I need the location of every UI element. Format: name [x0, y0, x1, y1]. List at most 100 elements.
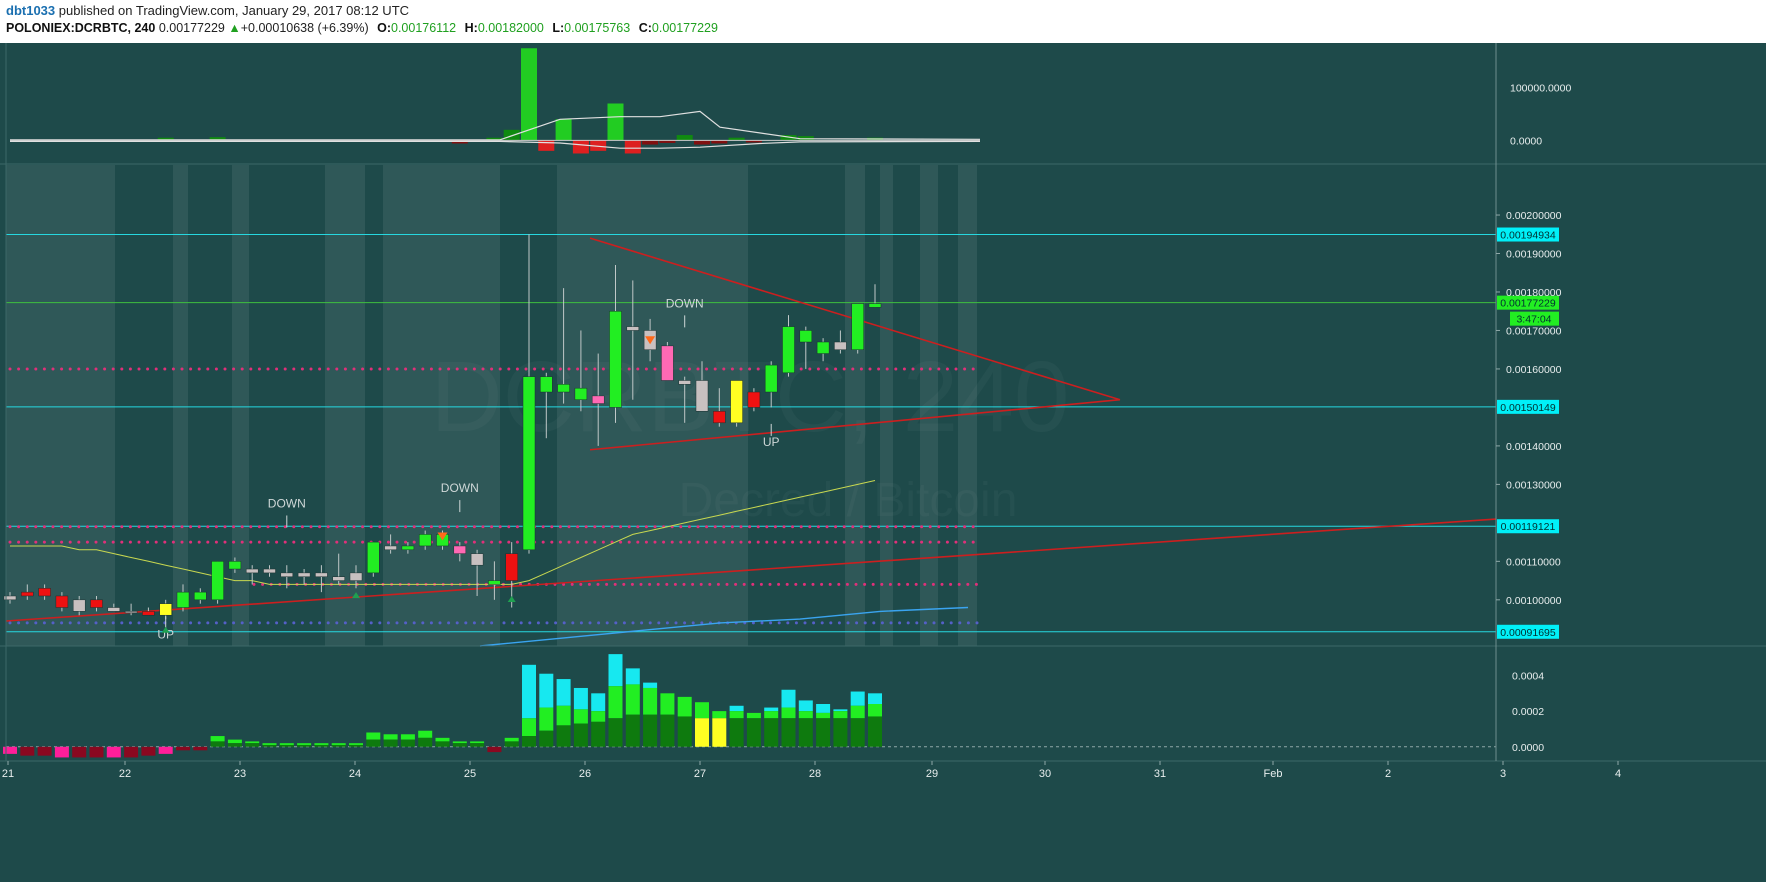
level-dot: [928, 367, 932, 371]
level-dot: [730, 367, 734, 371]
level-dot: [584, 540, 588, 544]
level-dot: [877, 525, 881, 529]
change-up-icon: ▲: [228, 21, 241, 35]
lower-histogram-bar: [712, 718, 727, 747]
level-dot: [722, 540, 726, 544]
lower-histogram-bar: [539, 707, 554, 731]
level-dot: [768, 582, 772, 586]
level-dot: [742, 582, 746, 586]
low-value: 0.00175763: [564, 21, 631, 35]
level-dot: [859, 540, 863, 544]
price-axis[interactable]: 0.00194934 0.00177229 0.00150149 0.00119121…: [0, 43, 1766, 762]
upper-volume-bar: [521, 48, 537, 141]
down-triangle-icon: [645, 336, 656, 345]
lower-histogram-bar: [798, 718, 813, 747]
level-dot: [60, 367, 64, 371]
level-dot: [292, 367, 296, 371]
chart-canvas[interactable]: DCRBTC, 240 Decred / Bitcoin DOWNDOWNDOW…: [0, 43, 1766, 882]
lower-histogram-bar: [400, 739, 415, 747]
level-dot: [670, 540, 674, 544]
level-dot: [189, 367, 193, 371]
level-dot: [146, 540, 150, 544]
level-dot: [128, 621, 132, 625]
lower-histogram-bar: [746, 718, 761, 747]
level-dot: [68, 540, 72, 544]
level-dot: [597, 621, 601, 625]
level-dot: [343, 525, 347, 529]
lower-histogram-bar: [297, 744, 312, 747]
level-dot: [842, 525, 846, 529]
level-dot: [687, 367, 691, 371]
level-dot: [42, 621, 46, 625]
level-dot: [511, 621, 515, 625]
level-dot: [799, 525, 803, 529]
level-dot: [395, 367, 399, 371]
level-dot: [923, 582, 927, 586]
level-dot: [808, 367, 812, 371]
level-dot: [326, 525, 330, 529]
signal-markers: DOWN DOWN DOWN UP UP: [157, 296, 779, 641]
level-dot: [51, 540, 55, 544]
lower-histogram-bar: [245, 741, 260, 744]
level-dot: [352, 525, 356, 529]
lower-histogram-bar: [643, 687, 658, 715]
level-dot: [739, 540, 743, 544]
level-dot: [897, 582, 901, 586]
x-tick-label: 30: [1039, 768, 1051, 780]
lower-histogram-bar: [556, 679, 571, 706]
level-dot: [352, 367, 356, 371]
candle-body: [176, 591, 190, 608]
lower-histogram-bar: [141, 746, 156, 756]
level-dot: [579, 621, 583, 625]
time-axis[interactable]: 21 22 23 24 25 26 27 28 29 30 31 Feb 2 3 4: [2, 761, 1621, 780]
level-dot: [863, 582, 867, 586]
level-dot: [640, 621, 644, 625]
level-dot: [120, 367, 124, 371]
level-dot: [902, 525, 906, 529]
level-dot: [679, 367, 683, 371]
level-dot: [326, 540, 330, 544]
publish-line: dbt1033 published on TradingView.com, Ja…: [6, 3, 409, 18]
level-dot: [438, 621, 442, 625]
level-dot: [593, 525, 597, 529]
level-dot: [816, 525, 820, 529]
level-dot: [111, 540, 115, 544]
candle-body: [194, 591, 207, 601]
level-dot: [975, 621, 979, 625]
level-dot: [94, 367, 98, 371]
candle-body: [522, 376, 536, 551]
level-dot: [941, 621, 945, 625]
lower-histogram-bar: [470, 743, 485, 747]
candle-body: [280, 572, 294, 577]
x-tick-label: 26: [579, 768, 591, 780]
level-dot: [481, 525, 485, 529]
level-dot: [842, 540, 846, 544]
lower-histogram-bar: [262, 743, 277, 745]
level-dot: [730, 525, 734, 529]
price-level-badge: [1497, 227, 1559, 242]
lower-histogram-bar: [20, 746, 35, 756]
level-dot: [963, 525, 967, 529]
level-dot: [472, 367, 476, 371]
level-dot: [945, 540, 949, 544]
level-dot: [300, 525, 304, 529]
level-dot: [894, 540, 898, 544]
level-dot: [656, 582, 660, 586]
level-dot: [283, 367, 287, 371]
lower-histogram-bar: [625, 684, 640, 715]
level-dot: [154, 540, 158, 544]
level-dot: [404, 540, 408, 544]
candle-body: [799, 330, 813, 343]
level-dot: [622, 582, 626, 586]
lower-histogram-bar: [37, 746, 52, 756]
level-dot: [915, 621, 919, 625]
candle-body: [574, 387, 588, 400]
level-dot: [232, 621, 236, 625]
level-dot: [562, 621, 566, 625]
author-link[interactable]: dbt1033: [6, 3, 56, 18]
level-dot: [834, 367, 838, 371]
level-dot: [954, 367, 958, 371]
level-dot: [885, 525, 889, 529]
level-dot: [111, 621, 115, 625]
level-dot: [472, 621, 476, 625]
